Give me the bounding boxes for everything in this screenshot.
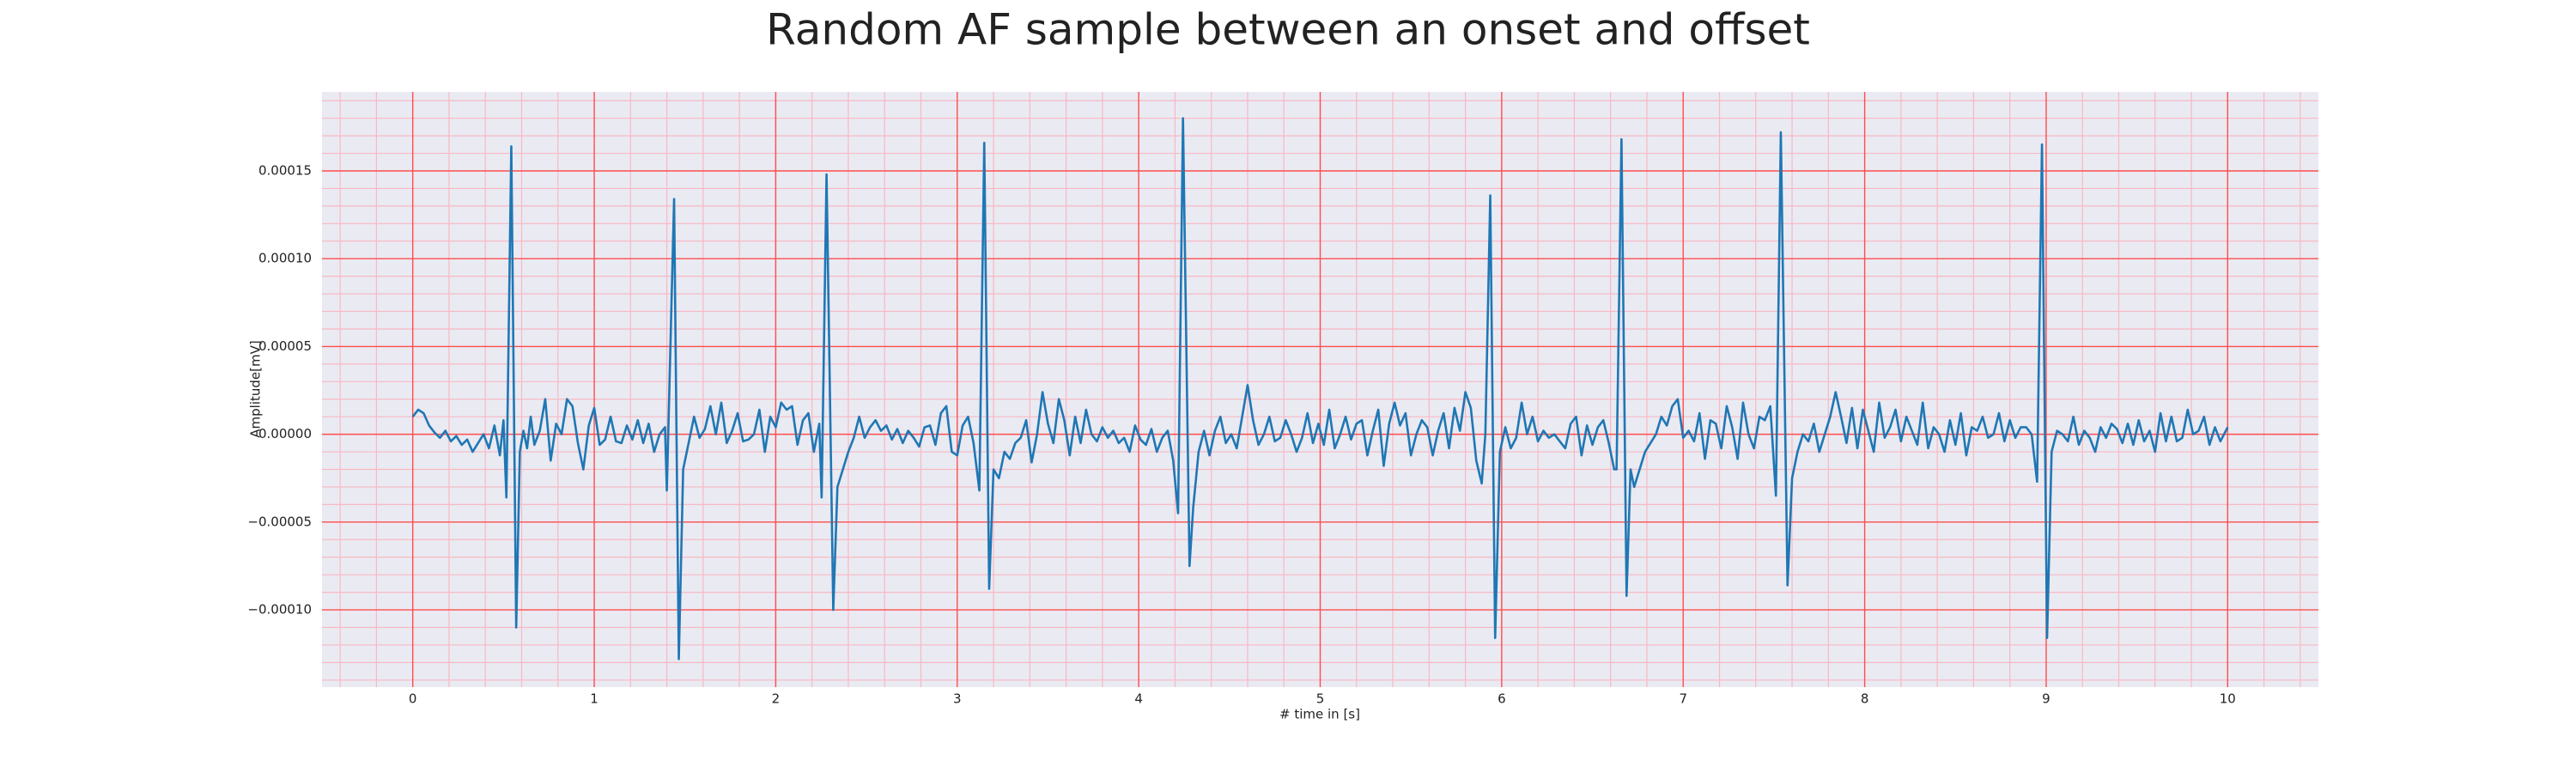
marks <box>411 117 2229 660</box>
y-axis-label: Amplitude[mV] <box>248 340 264 437</box>
x-tick-label: 7 <box>1679 691 1687 707</box>
x-tick-label: 9 <box>2042 691 2050 707</box>
y-tick-label: 0.00010 <box>258 251 312 266</box>
x-axis-label: # time in [s] <box>1279 707 1360 722</box>
x-tick-label: 6 <box>1498 691 1506 707</box>
x-tick-label: 1 <box>590 691 598 707</box>
y-tick-label: 0.00005 <box>258 338 312 354</box>
x-tick-label: 5 <box>1316 691 1325 707</box>
y-tick-label: −0.00005 <box>247 514 312 529</box>
labels: 0 1 2 3 4 5 6 7 8 9 10 −0.00010 −0.00005 0.00000 0.000… <box>247 162 2235 706</box>
x-tick-label: 0 <box>409 691 417 707</box>
x-tick-label: 2 <box>772 691 781 707</box>
y-tick-label: 0.00015 <box>258 162 312 178</box>
x-tick-label: 10 <box>2220 691 2236 707</box>
y-tick-label: −0.00010 <box>247 602 312 618</box>
x-tick-label: 3 <box>953 691 962 707</box>
chart-title: Random AF sample between an onset and of… <box>766 5 1810 55</box>
y-tick-label: 0.00000 <box>258 426 312 441</box>
x-tick-label: 4 <box>1134 691 1143 707</box>
grid <box>322 92 2318 687</box>
x-tick-label: 8 <box>1861 691 1869 707</box>
signal-line <box>411 117 2229 660</box>
